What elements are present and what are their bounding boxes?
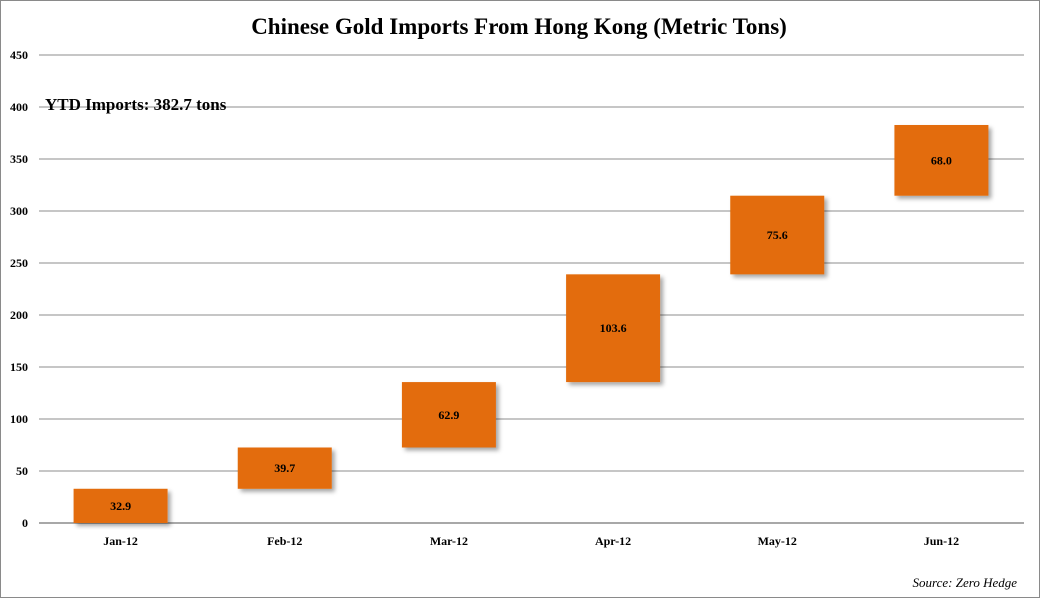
x-tick-label: May-12 xyxy=(758,534,797,548)
bar-mar-12 xyxy=(401,382,496,448)
bar-may-12 xyxy=(730,195,825,275)
reference-label-bg xyxy=(43,110,253,124)
y-tick-label: 50 xyxy=(16,464,28,478)
bar-jun-12 xyxy=(894,124,989,196)
data-label: 32.9 xyxy=(110,499,131,513)
data-label: 75.6 xyxy=(767,228,788,242)
x-tick-label: Mar-12 xyxy=(430,534,468,548)
y-tick-label: 300 xyxy=(10,204,28,218)
ytd-reference-label: YTD Imports: 382.7 tons xyxy=(45,95,227,114)
x-tick-label: Apr-12 xyxy=(595,534,631,548)
source-note: Source: Zero Hedge xyxy=(913,575,1018,590)
y-tick-label: 200 xyxy=(10,308,28,322)
y-tick-label: 0 xyxy=(22,516,28,530)
data-label: 39.7 xyxy=(274,461,295,475)
x-tick-label: Jun-12 xyxy=(924,534,959,548)
x-tick-label: Jan-12 xyxy=(103,534,138,548)
chart-title: Chinese Gold Imports From Hong Kong (Met… xyxy=(251,14,787,39)
x-tick-label: Feb-12 xyxy=(267,534,302,548)
y-tick-label: 450 xyxy=(10,48,28,62)
y-tick-label: 400 xyxy=(10,100,28,114)
bar-jan-12 xyxy=(73,488,168,523)
y-tick-label: 350 xyxy=(10,152,28,166)
bar-apr-12 xyxy=(566,274,661,383)
data-label: 62.9 xyxy=(438,408,459,422)
y-tick-label: 250 xyxy=(10,256,28,270)
y-tick-label: 150 xyxy=(10,360,28,374)
y-tick-label: 100 xyxy=(10,412,28,426)
data-label: 103.6 xyxy=(600,321,627,335)
bar-feb-12 xyxy=(237,447,332,489)
data-label: 68.0 xyxy=(931,153,952,167)
